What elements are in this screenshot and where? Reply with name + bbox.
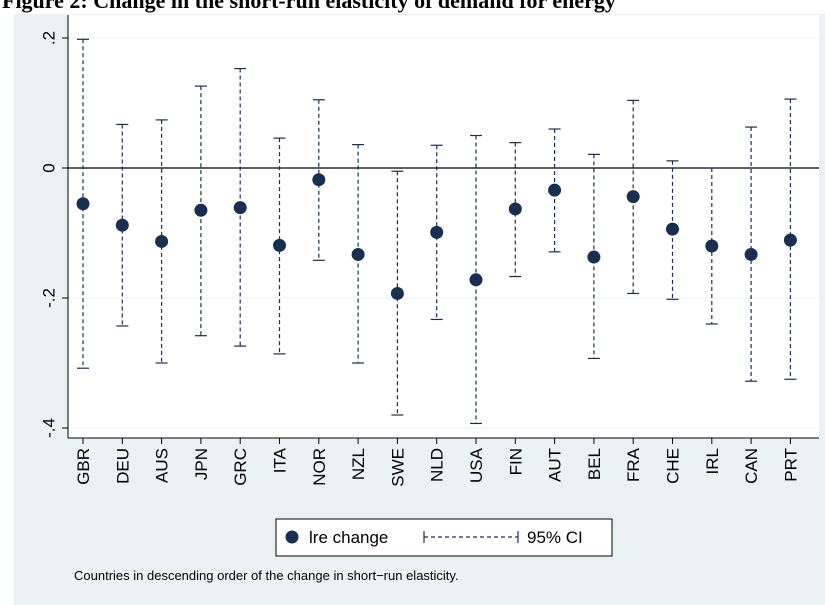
x-tick-label-fra: FRA bbox=[624, 447, 643, 482]
x-tick-label-can: CAN bbox=[742, 448, 761, 484]
point-prt bbox=[783, 233, 797, 247]
point-swe bbox=[390, 286, 404, 300]
point-nld bbox=[430, 225, 444, 239]
x-tick-label-grc: GRC bbox=[231, 448, 250, 486]
point-fin bbox=[508, 202, 522, 216]
plot-area bbox=[68, 15, 819, 438]
x-tick-label-nzl: NZL bbox=[349, 448, 368, 480]
x-tick-label-deu: DEU bbox=[113, 448, 132, 484]
x-tick-label-prt: PRT bbox=[781, 448, 800, 482]
point-gbr bbox=[76, 197, 90, 211]
x-tick-label-swe: SWE bbox=[388, 448, 407, 487]
point-deu bbox=[115, 218, 129, 232]
x-tick-label-fin: FIN bbox=[506, 448, 525, 475]
point-aut bbox=[548, 183, 562, 197]
y-tick-label-0: -.4 bbox=[39, 418, 58, 438]
point-nor bbox=[312, 173, 326, 187]
x-tick-label-nld: NLD bbox=[428, 448, 447, 482]
x-tick-label-bel: BEL bbox=[585, 448, 604, 480]
legend-label-point: lre change bbox=[309, 528, 388, 547]
x-tick-label-jpn: JPN bbox=[192, 448, 211, 480]
y-tick-label-2: 0 bbox=[39, 163, 58, 172]
point-usa bbox=[469, 273, 483, 287]
x-tick-label-aut: AUT bbox=[546, 448, 565, 482]
x-tick-label-aus: AUS bbox=[153, 448, 172, 483]
x-tick-label-usa: USA bbox=[467, 447, 486, 483]
legend-box bbox=[275, 518, 613, 557]
point-ita bbox=[273, 238, 286, 252]
title-strip: Figure 2: Change in the short-run elasti… bbox=[0, 0, 825, 14]
point-bel bbox=[587, 250, 601, 264]
point-can bbox=[744, 247, 758, 261]
legend-marker-point bbox=[285, 530, 299, 544]
chart-note: Countries in descending order of the cha… bbox=[74, 568, 459, 583]
figure-heading: Figure 2: Change in the short-run elasti… bbox=[2, 0, 616, 13]
x-tick-label-che: CHE bbox=[664, 448, 683, 484]
x-tick-label-nor: NOR bbox=[310, 448, 329, 486]
legend-label-ci: 95% CI bbox=[527, 528, 583, 547]
x-tick-label-irl: IRL bbox=[703, 448, 722, 474]
point-che bbox=[666, 222, 679, 236]
point-grc bbox=[233, 201, 247, 215]
y-tick-label-1: -.2 bbox=[39, 288, 58, 308]
point-fra bbox=[626, 190, 640, 204]
point-aus bbox=[155, 234, 169, 248]
y-tick-label-3: .2 bbox=[39, 31, 58, 45]
point-jpn bbox=[194, 203, 208, 217]
x-tick-label-gbr: GBR bbox=[74, 448, 93, 485]
x-tick-label-ita: ITA bbox=[271, 447, 290, 473]
point-irl bbox=[705, 239, 719, 253]
point-nzl bbox=[351, 247, 365, 261]
